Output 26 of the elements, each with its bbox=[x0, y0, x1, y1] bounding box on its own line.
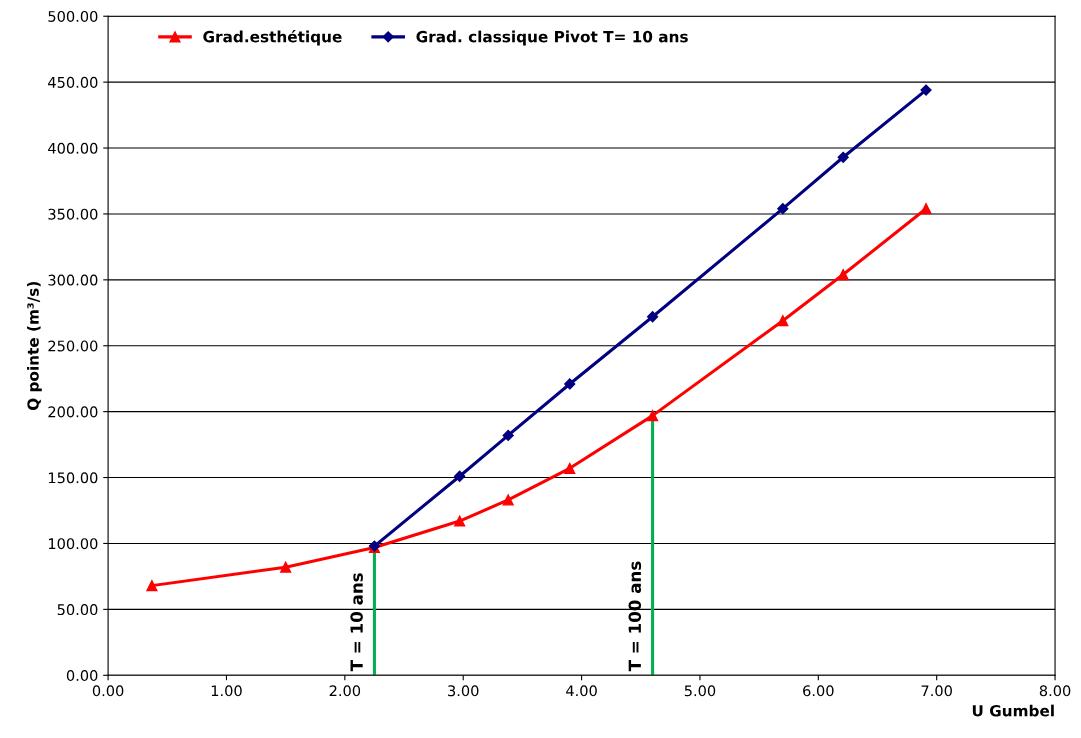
x-tick-label: 4.00 bbox=[566, 685, 597, 697]
y-tick-label: 100.00 bbox=[48, 538, 98, 550]
x-tick-label: 5.00 bbox=[684, 685, 716, 697]
x-axis-title: U Gumbel bbox=[972, 704, 1054, 717]
x-tick-label: 7.00 bbox=[921, 685, 952, 697]
annotation: T = 10 ans bbox=[350, 573, 363, 672]
x-tick-label: 3.00 bbox=[448, 685, 479, 697]
x-tick-label: 2.00 bbox=[329, 685, 361, 697]
x-tick-label: 6.00 bbox=[803, 685, 834, 697]
x-tick-label: 8.00 bbox=[1039, 685, 1071, 697]
x-tick-label: 0.00 bbox=[92, 685, 124, 697]
y-tick-label: 0.00 bbox=[66, 669, 98, 682]
y-tick-label: 250.00 bbox=[48, 340, 98, 352]
legend-label: Grad. classique Pivot T= 10 ans bbox=[416, 30, 688, 46]
y-tick-label: 150.00 bbox=[48, 472, 98, 484]
y-tick-label: 200.00 bbox=[48, 406, 98, 418]
y-tick-label: 50.00 bbox=[57, 604, 98, 616]
x-tick-label: 1.00 bbox=[211, 685, 242, 697]
y-tick-label: 400.00 bbox=[48, 142, 98, 154]
y-tick-label: 500.00 bbox=[48, 10, 98, 22]
y-tick-label: 450.00 bbox=[48, 76, 98, 88]
annotation: T = 100 ans bbox=[628, 561, 642, 672]
y-axis-title: Q pointe (m³/s) bbox=[27, 282, 42, 411]
y-tick-label: 350.00 bbox=[48, 208, 98, 220]
y-tick-label: 300.00 bbox=[48, 274, 98, 286]
legend-label: Grad.esthétique bbox=[203, 29, 342, 46]
